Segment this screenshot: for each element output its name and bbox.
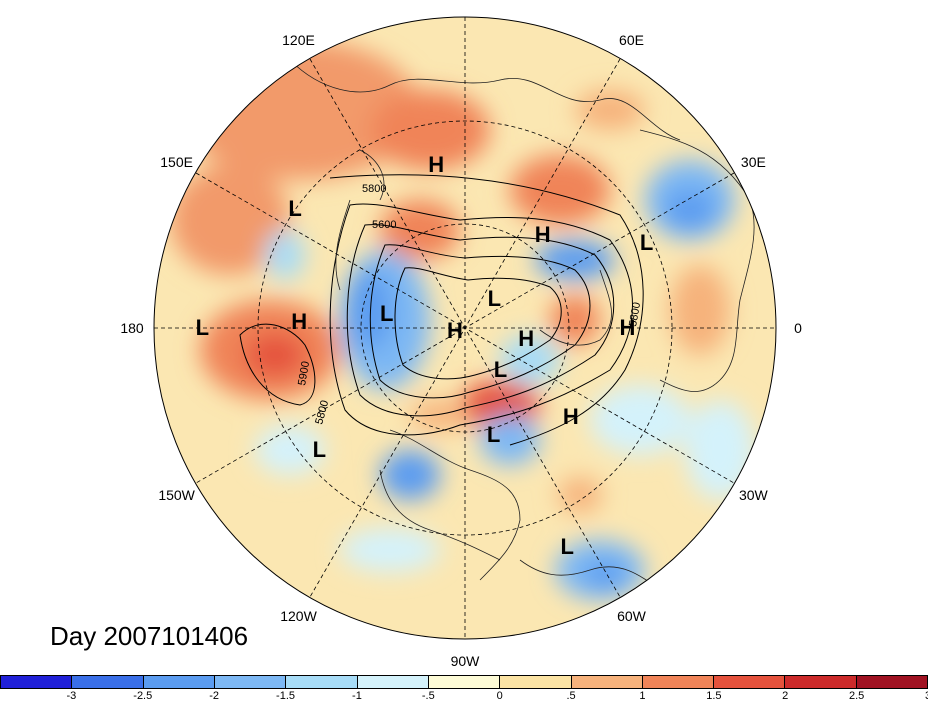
longitude-label: 60E [619,31,644,48]
longitude-label: 30E [740,153,766,170]
low-pressure-label: L [560,534,574,560]
colorbar-tick: 2 [782,690,789,702]
colorbar-tick: 0 [496,690,503,702]
low-pressure-label: L [195,315,210,340]
colorbar-ticks: -3 -2.5 -2 -1.5 -1 -.5 0 .5 1 1.5 2 2.5 3 [0,690,928,704]
longitude-label: 120E [282,31,315,48]
longitude-label: 180 [120,320,144,336]
low-pressure-label: L [493,357,508,383]
graticule [154,17,776,639]
colorbar-tick: 3 [925,690,928,702]
low-pressure-label: L [312,437,327,463]
longitude-label: 150W [158,486,195,503]
colorbar-swatch [500,676,572,688]
colorbar-swatch [143,676,215,688]
low-pressure-label: L [379,301,394,327]
contour-label: 5800 [627,301,643,327]
high-pressure-label: H [428,151,445,177]
colorbar-swatch [428,676,501,688]
colorbar-tick: -1.5 [276,690,296,702]
colorbar-swatch [286,676,358,688]
longitude-label: 120W [280,608,317,625]
contour-label: 5600 [372,219,396,231]
high-pressure-label: H [447,317,463,343]
colorbar-tick: 1 [639,690,646,702]
high-pressure-label: H [534,222,551,248]
colorbar-swatch [214,676,287,688]
high-pressure-label: H [562,403,579,429]
colorbar-tick: -2 [209,690,220,702]
low-pressure-label: L [487,285,502,311]
contour-label: 5800 [362,183,386,195]
low-pressure-label: L [639,230,654,256]
high-pressure-label: H [619,315,636,340]
anomaly-field: 5800 5600 5900 5800 5800 [154,17,776,639]
colorbar-swatch [714,676,786,688]
colorbar-tick: .5 [566,690,576,702]
colorbar-swatch [642,676,715,688]
high-pressure-label: H [291,309,308,335]
high-pressure-label: H [518,325,535,351]
colorbar-swatch [72,676,144,688]
colorbar-swatch [571,676,643,688]
low-pressure-label: L [486,421,501,447]
longitude-label: 90E [453,0,478,3]
longitude-label: 30W [738,486,768,503]
colorbar-tick: -2.5 [133,690,153,702]
contour-label: 5900 [296,360,312,386]
day-label: Day 2007101406 [50,621,249,651]
colorbar-tick: -.5 [421,690,435,702]
colorbar-tick: -3 [66,690,77,702]
colorbar-tick: -1 [352,690,362,702]
longitude-label: 0 [794,320,802,336]
map-border [153,16,777,640]
longitude-label: 60W [617,608,646,625]
colorbar-tick: 2.5 [848,690,865,702]
colorbar-swatch [357,676,429,688]
colorbar-swatch [785,676,857,688]
coastlines [289,59,755,591]
colorbar [0,675,928,689]
longitude-label: 150E [160,153,193,170]
colorbar-swatch [856,676,928,688]
longitude-label: 90W [450,653,480,669]
colorbar-swatch [1,676,73,688]
colorbar-tick: 1.5 [706,690,722,702]
low-pressure-label: L [288,196,302,222]
